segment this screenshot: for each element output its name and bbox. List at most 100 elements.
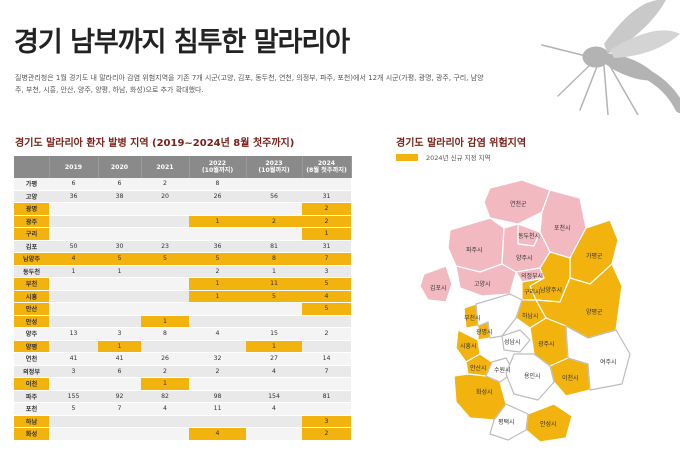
table-cell bbox=[98, 277, 141, 291]
table-cell bbox=[98, 377, 141, 391]
table-row: 화성 4 2 bbox=[14, 427, 351, 441]
table-row: 양평 1 1 bbox=[14, 340, 351, 353]
table-cell bbox=[302, 402, 351, 416]
table-cell: 3 bbox=[98, 327, 141, 341]
table-cell: 1 bbox=[98, 340, 141, 353]
table-row: 이천 1 bbox=[14, 377, 351, 391]
table-cell: 31 bbox=[302, 190, 351, 203]
table-row: 시흥 1 5 4 bbox=[14, 290, 351, 303]
table-cell bbox=[141, 277, 189, 291]
label-gimpo: 김포시 bbox=[430, 285, 447, 292]
row-region-name: 김포 bbox=[14, 240, 49, 253]
header-year-1: 2019 bbox=[49, 156, 99, 178]
table-cell: 20 bbox=[141, 190, 189, 203]
table-cell bbox=[49, 202, 98, 216]
table-cell: 41 bbox=[98, 352, 141, 366]
table-cell: 31 bbox=[302, 240, 351, 253]
table-cell bbox=[189, 340, 246, 353]
table-cell bbox=[49, 290, 98, 303]
table-cell bbox=[49, 427, 98, 441]
table-cell: 36 bbox=[189, 240, 246, 253]
table-cell: 26 bbox=[141, 352, 189, 366]
table-row: 하남 3 bbox=[14, 415, 351, 428]
label-suwon: 수원시 bbox=[494, 366, 511, 374]
description-text: 질병관리청은 1월 경기도 내 말라리아 감염 위험지역을 기존 7개 시군(고… bbox=[15, 74, 484, 94]
table-cell bbox=[98, 202, 141, 216]
table-row: 포천 5 7 4 11 4 bbox=[14, 402, 351, 416]
table-cell bbox=[141, 340, 189, 353]
table-cell: 8 bbox=[246, 252, 302, 266]
table-cell: 8 bbox=[189, 178, 246, 191]
table-cell: 154 bbox=[246, 390, 302, 403]
region-pyeongtaek bbox=[489, 403, 529, 441]
table-row: 고양 36 38 20 26 56 31 bbox=[14, 190, 351, 203]
table-cell: 27 bbox=[246, 352, 302, 366]
table-cell: 4 bbox=[141, 402, 189, 416]
table-cell bbox=[98, 315, 141, 328]
row-region-name: 가평 bbox=[14, 178, 49, 191]
table-cell: 5 bbox=[98, 252, 141, 266]
header-year-5: 2023 (10월까지) bbox=[246, 156, 303, 178]
row-region-name: 안산 bbox=[14, 302, 49, 316]
table-cell bbox=[49, 227, 98, 241]
label-yeoju: 여주시 bbox=[600, 358, 617, 366]
row-region-name: 하남 bbox=[14, 415, 49, 428]
table-cell bbox=[141, 202, 189, 216]
row-region-name: 파주 bbox=[14, 390, 49, 403]
table-cell bbox=[49, 340, 98, 353]
region-gimpo bbox=[419, 265, 453, 303]
table-cell: 2 bbox=[141, 178, 189, 191]
row-region-name: 안성 bbox=[14, 315, 49, 328]
table-cell: 1 bbox=[141, 315, 189, 328]
table-cell bbox=[98, 415, 141, 428]
label-anseong: 안성시 bbox=[540, 420, 557, 428]
table-cell: 5 bbox=[49, 402, 98, 416]
table-row: 가평 6 6 2 8 bbox=[14, 178, 351, 191]
table-cell: 4 bbox=[246, 402, 302, 416]
row-region-name: 이천 bbox=[14, 377, 49, 391]
row-region-name: 고양 bbox=[14, 190, 49, 203]
table-cell bbox=[189, 377, 246, 391]
table-cell: 36 bbox=[49, 190, 98, 203]
region-goyang bbox=[455, 263, 517, 297]
label-bucheon: 부천시 bbox=[464, 314, 481, 322]
table-cell bbox=[49, 415, 98, 428]
row-region-name: 의정부 bbox=[14, 365, 49, 378]
table-cell: 5 bbox=[302, 302, 351, 316]
table-cell bbox=[141, 427, 189, 441]
table-cell bbox=[141, 302, 189, 316]
table-cell: 1 bbox=[189, 215, 246, 228]
label-seongnam: 성남시 bbox=[504, 338, 521, 346]
table-cell: 32 bbox=[189, 352, 246, 366]
label-gwangju: 광주시 bbox=[538, 341, 555, 348]
table-cell: 1 bbox=[189, 277, 246, 291]
table-cell: 1 bbox=[189, 290, 246, 303]
table-cell bbox=[98, 427, 141, 441]
table-cell: 2 bbox=[189, 265, 246, 278]
label-pocheon: 포천시 bbox=[554, 224, 571, 232]
table-section-title: 경기도 말라리아 환자 발병 지역 (2019~2024년 8월 첫주까지) bbox=[15, 138, 295, 149]
table-cell bbox=[246, 427, 302, 441]
label-yeoncheon: 연천군 bbox=[510, 200, 527, 208]
header-region bbox=[14, 156, 50, 178]
label-siheung: 시흥시 bbox=[460, 342, 477, 350]
label-goyang: 고양시 bbox=[474, 280, 491, 288]
table-cell: 2 bbox=[141, 365, 189, 378]
label-gapyeong: 가평군 bbox=[586, 252, 603, 260]
region-paju bbox=[447, 217, 505, 273]
table-row: 양주 13 3 8 4 15 2 bbox=[14, 327, 351, 341]
table-cell: 1 bbox=[246, 265, 302, 278]
table-cell: 4 bbox=[49, 252, 98, 266]
region-guri bbox=[521, 277, 545, 301]
table-cell bbox=[98, 302, 141, 316]
label-dongducheon: 동두천시 bbox=[518, 232, 540, 240]
table-cell bbox=[49, 377, 98, 391]
table-cell: 3 bbox=[302, 265, 351, 278]
table-cell: 82 bbox=[141, 390, 189, 403]
table-cell bbox=[246, 227, 302, 241]
table-cell bbox=[141, 265, 189, 278]
table-cell: 4 bbox=[302, 290, 351, 303]
table-cell bbox=[246, 377, 302, 391]
label-yongin: 용인시 bbox=[524, 373, 541, 380]
table-cell bbox=[246, 202, 302, 216]
